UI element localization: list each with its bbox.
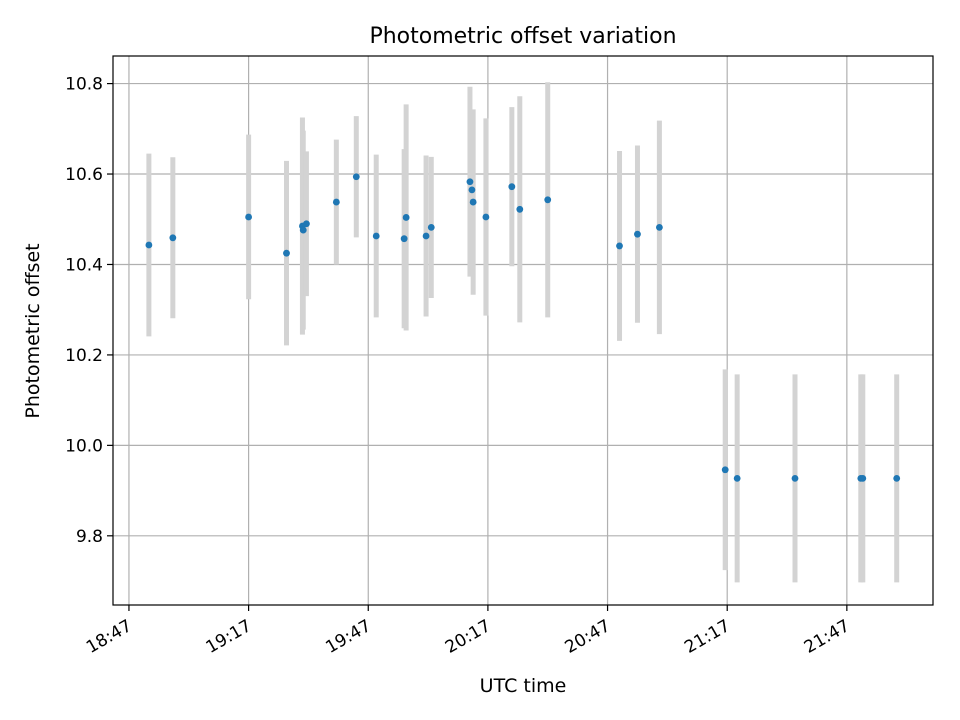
data-point [859, 474, 867, 482]
plot-frame [112, 55, 934, 606]
data-point [352, 173, 360, 181]
data-point [616, 242, 623, 250]
data-point [469, 198, 477, 206]
x-tick-label: 20:47 [562, 616, 614, 658]
x-tick-label: 18:47 [83, 616, 135, 658]
data-point [634, 230, 641, 238]
data-point [169, 234, 177, 242]
data-point [791, 474, 799, 482]
x-tick-label: 21:47 [801, 616, 853, 658]
data-point [303, 220, 310, 228]
data-point [400, 235, 408, 243]
grid [113, 56, 933, 605]
y-axis-ticks: 9.8 10.0 10.2 10.4 10.6 10.8 [65, 75, 113, 547]
data-points [145, 173, 901, 482]
data-point [544, 196, 552, 204]
data-point [427, 223, 435, 231]
x-axis-label: UTC time [480, 675, 567, 697]
x-tick-label: 21:17 [681, 616, 733, 658]
data-point [721, 466, 729, 474]
data-point [516, 205, 524, 213]
y-tick-label: 10.2 [65, 346, 103, 366]
x-axis-ticks: 18:47 19:17 19:47 20:17 20:47 21:17 21:47 [83, 605, 853, 658]
data-point [656, 223, 663, 231]
data-point [893, 474, 901, 482]
data-point [145, 241, 153, 249]
data-point [402, 214, 410, 221]
data-point [733, 474, 741, 482]
x-tick-label: 19:17 [203, 616, 255, 658]
data-point [299, 226, 307, 234]
x-tick-label: 19:47 [322, 616, 374, 658]
data-point [468, 186, 476, 194]
errorbars [146, 82, 900, 583]
y-tick-label: 9.8 [76, 527, 103, 547]
data-point [508, 183, 516, 191]
data-point [283, 249, 290, 257]
y-tick-label: 10.6 [65, 165, 103, 185]
chart-title: Photometric offset variation [369, 24, 676, 49]
data-point [372, 232, 380, 240]
data-point [422, 232, 430, 240]
y-axis-label: Photometric offset [22, 243, 44, 418]
data-point [482, 213, 490, 221]
y-tick-label: 10.4 [65, 255, 103, 275]
x-tick-label: 20:17 [442, 616, 494, 658]
y-tick-label: 10.8 [65, 75, 103, 95]
data-point [332, 198, 340, 206]
data-point [245, 213, 253, 221]
y-tick-label: 10.0 [65, 436, 103, 456]
data-point [466, 178, 474, 186]
